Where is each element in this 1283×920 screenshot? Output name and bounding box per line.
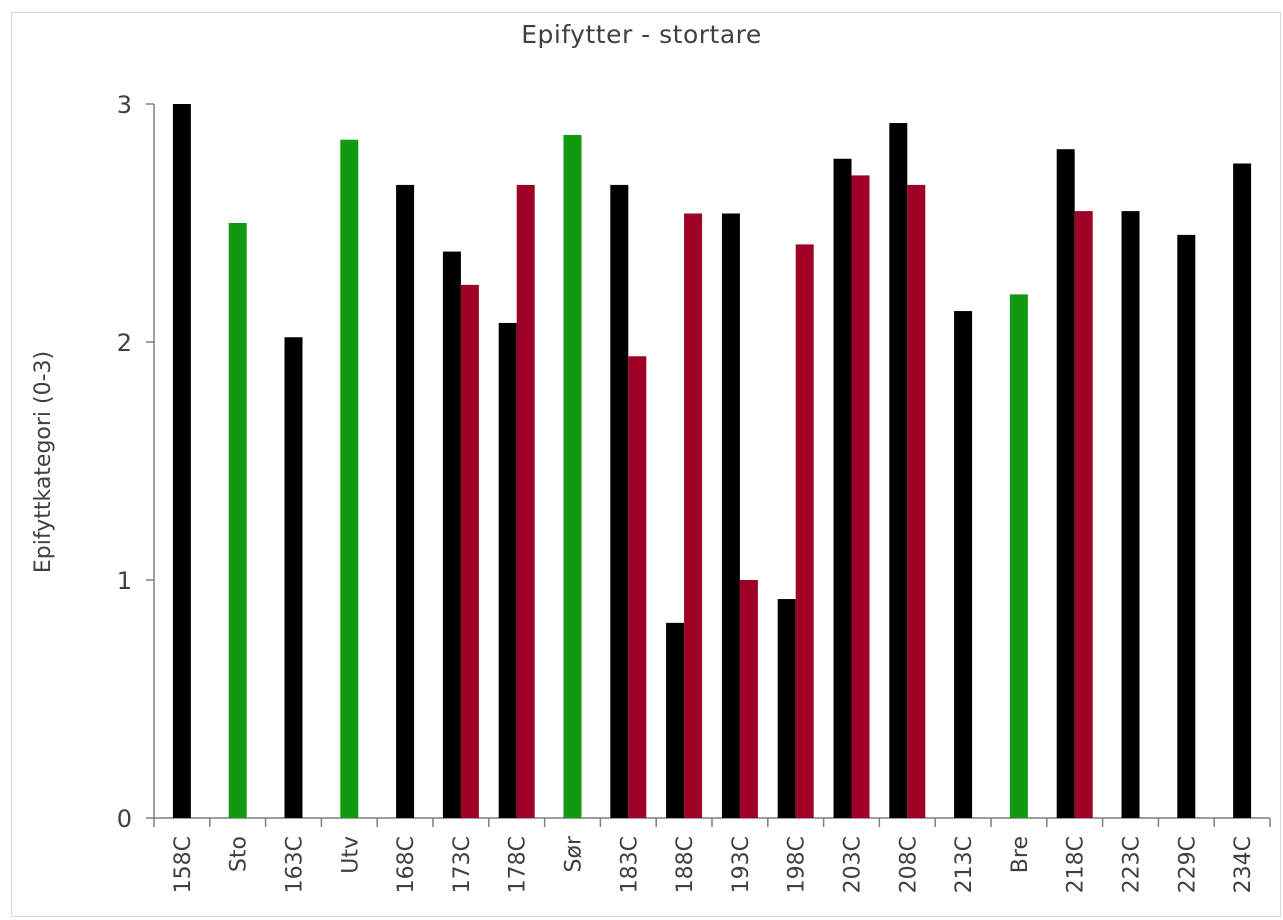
x-category-label: 203C <box>841 836 866 893</box>
bar-218c-series-1 <box>1056 149 1075 819</box>
category-labels: 158C Sto 163C Utv 168C 173C 178C Sør 183C 188C 193… <box>171 835 1256 893</box>
bar-198c-series-2 <box>795 244 814 819</box>
x-category-label: Bre <box>1008 836 1033 873</box>
x-category-label: 178C <box>506 836 531 893</box>
x-category-label: 213C <box>952 836 977 893</box>
bar-163c-series-1 <box>284 337 303 818</box>
x-category-label: 168C <box>394 836 419 893</box>
bar-234c-series-1 <box>1233 163 1252 818</box>
x-category-label: Utv <box>338 836 363 874</box>
x-category-label: 183C <box>617 836 642 893</box>
bar-188c-series-1 <box>666 622 685 818</box>
bar-213c-series-1 <box>954 311 973 818</box>
bars <box>172 104 1252 819</box>
bar-208c-series-2 <box>907 184 926 819</box>
bar-178c-series-2 <box>516 184 535 819</box>
bar-203c-series-1 <box>833 158 852 819</box>
bar-193c-series-2 <box>739 580 758 818</box>
y-tick-label: 3 <box>117 91 132 119</box>
x-category-label: 223C <box>1120 836 1145 893</box>
bar-229c-series-1 <box>1177 234 1196 818</box>
x-category-label: 163C <box>283 836 308 893</box>
x-category-label: Sto <box>227 836 252 872</box>
x-category-label: 218C <box>1064 836 1089 893</box>
bar-193c-series-1 <box>721 213 740 819</box>
bar-173c-series-1 <box>442 251 461 818</box>
x-category-label: 193C <box>729 836 754 893</box>
y-tick-label: 2 <box>117 329 132 357</box>
x-category-label: 208C <box>896 836 921 893</box>
x-category-label: 229C <box>1175 836 1200 893</box>
x-category-label: 158C <box>171 836 196 893</box>
bar-203c-series-2 <box>851 175 870 818</box>
x-category-label: 188C <box>673 836 698 893</box>
bar-223c-series-1 <box>1121 211 1140 819</box>
x-category-label: 198C <box>785 836 810 893</box>
bar-bre-series-3 <box>1009 294 1028 818</box>
bar-utv-series-3 <box>340 139 359 818</box>
x-category-label: 234C <box>1231 836 1256 893</box>
chart-title: Epifytter - stortare <box>521 20 762 49</box>
x-category-label: 173C <box>450 836 475 893</box>
bar-sør-series-3 <box>563 134 582 818</box>
bar-198c-series-1 <box>777 599 796 818</box>
bar-168c-series-1 <box>396 184 415 819</box>
bar-183c-series-1 <box>610 184 629 819</box>
bar-208c-series-1 <box>889 123 908 819</box>
x-category-label: Sør <box>562 835 587 872</box>
bar-173c-series-2 <box>460 284 479 818</box>
y-axis-title-group: Epifyttkategori (0-3) <box>31 351 56 573</box>
bar-188c-series-2 <box>684 213 703 819</box>
bar-178c-series-1 <box>498 322 517 818</box>
y-axis-title: Epifyttkategori (0-3) <box>31 351 56 573</box>
y-tick-label: 0 <box>117 805 132 833</box>
bar-sto-series-3 <box>228 223 247 818</box>
bar-183c-series-2 <box>628 356 647 818</box>
bar-218c-series-2 <box>1074 211 1093 819</box>
y-tick-label: 1 <box>117 567 132 595</box>
bar-158c-series-1 <box>172 104 191 818</box>
